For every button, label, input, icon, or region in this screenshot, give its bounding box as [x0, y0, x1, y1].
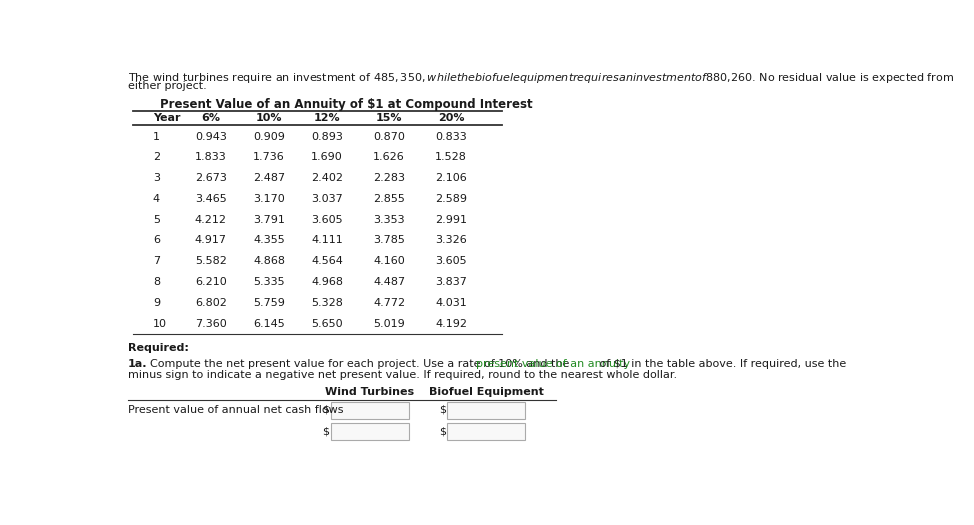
Text: 3.170: 3.170 — [253, 194, 284, 204]
Text: 5: 5 — [153, 215, 160, 225]
Text: 2.673: 2.673 — [195, 173, 227, 183]
Text: 2.855: 2.855 — [373, 194, 405, 204]
Text: 4.772: 4.772 — [373, 298, 405, 308]
Text: 20%: 20% — [438, 113, 465, 123]
Text: 3.353: 3.353 — [373, 215, 405, 225]
Text: 1.626: 1.626 — [373, 152, 405, 162]
Text: 6.145: 6.145 — [253, 319, 284, 329]
Text: 4.111: 4.111 — [312, 236, 343, 246]
Text: 5.759: 5.759 — [253, 298, 285, 308]
Text: 5.335: 5.335 — [253, 277, 284, 287]
Text: $: $ — [322, 405, 329, 415]
Text: 0.943: 0.943 — [195, 132, 227, 142]
Text: 3.791: 3.791 — [253, 215, 285, 225]
Text: 10%: 10% — [256, 113, 282, 123]
Text: 4: 4 — [153, 194, 160, 204]
Text: 5.328: 5.328 — [311, 298, 343, 308]
Text: 1.736: 1.736 — [253, 152, 284, 162]
Text: 6: 6 — [153, 236, 160, 246]
Text: 4.192: 4.192 — [435, 319, 468, 329]
Text: 3.785: 3.785 — [373, 236, 405, 246]
Text: 3: 3 — [153, 173, 160, 183]
Text: 6.802: 6.802 — [195, 298, 227, 308]
Text: 5.582: 5.582 — [195, 256, 227, 266]
Text: Compute the net present value for each project. Use a rate of 10% and the: Compute the net present value for each p… — [143, 359, 573, 369]
Text: Required:: Required: — [128, 343, 189, 353]
Text: 2: 2 — [153, 152, 160, 162]
Text: 12%: 12% — [314, 113, 341, 123]
Text: 2.106: 2.106 — [435, 173, 467, 183]
Text: minus sign to indicate a negative net present value. If required, round to the n: minus sign to indicate a negative net pr… — [128, 370, 677, 380]
Text: 5.650: 5.650 — [312, 319, 343, 329]
Text: 2.402: 2.402 — [311, 173, 343, 183]
Text: Wind Turbines: Wind Turbines — [325, 387, 414, 397]
Text: 6%: 6% — [202, 113, 220, 123]
Text: Year: Year — [153, 113, 180, 123]
Text: 0.833: 0.833 — [435, 132, 467, 142]
Text: 8: 8 — [153, 277, 160, 287]
Text: 3.605: 3.605 — [312, 215, 343, 225]
Text: 0.870: 0.870 — [373, 132, 405, 142]
Text: 4.355: 4.355 — [253, 236, 284, 246]
Text: 10: 10 — [153, 319, 167, 329]
Text: 7.360: 7.360 — [195, 319, 227, 329]
FancyBboxPatch shape — [447, 402, 525, 419]
Text: present value of an annuity: present value of an annuity — [476, 359, 630, 369]
Text: Biofuel Equipment: Biofuel Equipment — [429, 387, 543, 397]
Text: 4.487: 4.487 — [373, 277, 405, 287]
Text: 4.868: 4.868 — [253, 256, 285, 266]
Text: 15%: 15% — [376, 113, 402, 123]
Text: 4.917: 4.917 — [195, 236, 227, 246]
Text: The wind turbines require an investment of $485,350, while the biofuel equipment: The wind turbines require an investment … — [128, 71, 955, 85]
Text: 4.968: 4.968 — [311, 277, 343, 287]
Text: of $1 in the table above. If required, use the: of $1 in the table above. If required, u… — [596, 359, 845, 369]
Text: 7: 7 — [153, 256, 160, 266]
Text: 1a.: 1a. — [128, 359, 147, 369]
Text: 9: 9 — [153, 298, 160, 308]
Text: 0.909: 0.909 — [253, 132, 285, 142]
Text: 4.031: 4.031 — [435, 298, 467, 308]
Text: 1.833: 1.833 — [195, 152, 227, 162]
Text: 1.528: 1.528 — [435, 152, 468, 162]
FancyBboxPatch shape — [447, 423, 525, 440]
Text: 6.210: 6.210 — [195, 277, 227, 287]
Text: 1: 1 — [153, 132, 160, 142]
Text: 2.487: 2.487 — [253, 173, 285, 183]
Text: 5.019: 5.019 — [373, 319, 405, 329]
Text: Present value of annual net cash flows: Present value of annual net cash flows — [128, 405, 344, 415]
Text: 2.589: 2.589 — [435, 194, 468, 204]
Text: 0.893: 0.893 — [311, 132, 343, 142]
Text: 4.160: 4.160 — [373, 256, 405, 266]
Text: 3.605: 3.605 — [435, 256, 467, 266]
Text: 2.283: 2.283 — [373, 173, 405, 183]
Text: 3.465: 3.465 — [195, 194, 227, 204]
Text: 3.037: 3.037 — [312, 194, 343, 204]
Text: either project.: either project. — [128, 81, 206, 91]
Text: 1.690: 1.690 — [312, 152, 343, 162]
FancyBboxPatch shape — [331, 423, 408, 440]
Text: Present Value of an Annuity of $1 at Compound Interest: Present Value of an Annuity of $1 at Com… — [161, 98, 533, 111]
Text: $: $ — [322, 426, 329, 436]
FancyBboxPatch shape — [331, 402, 408, 419]
Text: 4.564: 4.564 — [311, 256, 343, 266]
Text: $: $ — [438, 426, 446, 436]
Text: $: $ — [438, 405, 446, 415]
Text: 4.212: 4.212 — [195, 215, 227, 225]
Text: 3.837: 3.837 — [435, 277, 468, 287]
Text: 3.326: 3.326 — [435, 236, 467, 246]
Text: 2.991: 2.991 — [435, 215, 468, 225]
